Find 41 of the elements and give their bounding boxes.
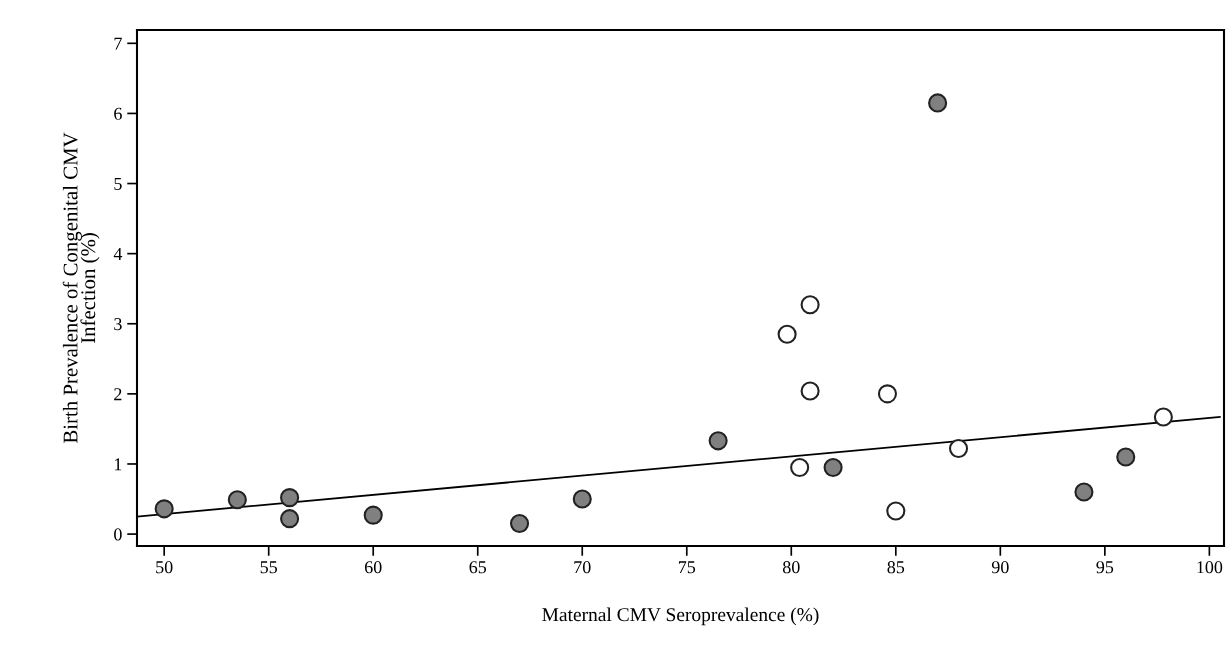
x-axis-title: Maternal CMV Seroprevalence (%) (542, 607, 819, 626)
x-tick-label: 95 (1096, 561, 1114, 574)
point (777, 324, 797, 344)
x-tick-label: 70 (574, 561, 591, 574)
x-tick-label: 75 (678, 561, 696, 574)
y-tick-label: 1 (114, 458, 122, 471)
point (877, 384, 897, 404)
point (800, 381, 820, 401)
x-tick-label: 85 (887, 561, 905, 574)
point (948, 439, 969, 459)
y-tick-label: 4 (113, 248, 123, 260)
point (1153, 407, 1173, 427)
y-tick-label: 5 (114, 177, 122, 190)
x-tick-label: 50 (156, 561, 173, 574)
point (886, 501, 906, 521)
point (823, 457, 843, 478)
point (800, 295, 820, 315)
x-tick-label: 80 (782, 561, 800, 574)
y-tick-label: 3 (114, 318, 122, 331)
x-tick-label: 60 (364, 561, 382, 574)
y-axis-title: Birth Prevalence of Congenital CMV Infection (%) (62, 132, 100, 444)
x-tick-label: 65 (469, 561, 487, 574)
y-tick-label: 7 (114, 37, 122, 50)
point (510, 514, 530, 534)
point (280, 488, 300, 508)
point (363, 505, 383, 525)
point (572, 489, 592, 509)
y-tick-label: 6 (114, 107, 122, 120)
point (1116, 447, 1136, 467)
x-tick-label: 90 (991, 561, 1009, 574)
point (708, 431, 728, 451)
point (227, 490, 247, 510)
x-tick-label: 100 (1197, 561, 1223, 574)
y-tick-label: 2 (114, 388, 122, 401)
point (928, 93, 948, 113)
point (154, 499, 174, 519)
point (1074, 482, 1094, 502)
x-tick-label: 55 (260, 561, 278, 574)
point (280, 509, 300, 529)
y-tick-label: 0 (114, 528, 122, 541)
point (790, 457, 810, 478)
